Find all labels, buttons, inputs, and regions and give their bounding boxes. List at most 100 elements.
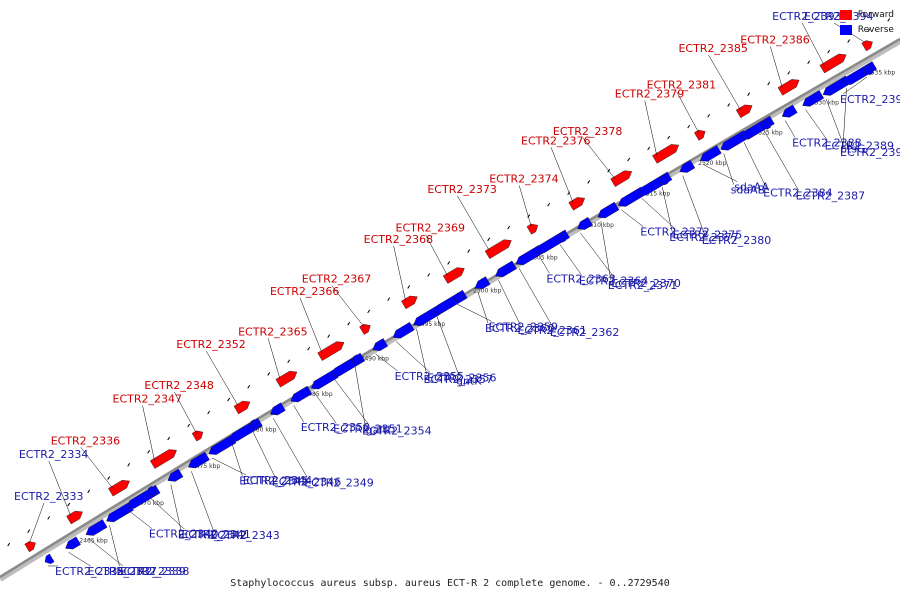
forward-gene-arrow [359, 324, 371, 335]
reverse-gene-label: ECTR2_2362 [550, 326, 620, 339]
forward-gene-label: ECTR2_2334 [19, 448, 89, 461]
leader-line [267, 338, 281, 380]
position-dot [187, 423, 191, 428]
leader-line [211, 457, 246, 476]
position-dot [667, 135, 671, 140]
forward-gene-label: ECTR2_2368 [364, 233, 434, 246]
forward-gene-arrow [568, 197, 586, 211]
leader-line [109, 525, 120, 567]
reverse-gene-label: ECTR2_2361 [517, 324, 587, 337]
leader-line [764, 131, 799, 191]
reverse-gene-label: sdaAB [731, 183, 766, 196]
legend-label-reverse: Reverse [857, 24, 894, 35]
genome-caption: Staphylococcus aureus subsp. aureus ECT-… [230, 578, 670, 589]
reverse-gene-arrow [699, 145, 722, 162]
position-dot [647, 146, 651, 151]
position-dot [527, 214, 531, 218]
forward-gene-arrow [66, 510, 83, 525]
position-dot [787, 71, 791, 75]
forward-gene-label: ECTR2_2369 [396, 222, 466, 235]
leader-line [174, 392, 197, 434]
leader-line [331, 285, 364, 327]
reverse-gene-arrow [679, 159, 696, 173]
leader-line [68, 552, 91, 567]
position-dot [247, 384, 251, 389]
position-dot [27, 529, 31, 533]
forward-gene-label: ECTR2_2367 [302, 273, 372, 286]
leader-line [743, 142, 767, 188]
reverse-gene-label: ECTR2_2356 [427, 371, 497, 384]
reverse-gene-label: ECTR2_2363 [546, 272, 616, 285]
tick-label: 2515 kbp [642, 191, 670, 198]
leader-line [641, 198, 676, 230]
forward-gene-label: ECTR2_2393 [772, 10, 842, 23]
forward-gene-label: ECTR2_2385 [678, 42, 748, 55]
tick-label: 2520 kbp [698, 160, 726, 167]
leader-line [842, 87, 847, 147]
legend-item-forward: Forward [839, 7, 894, 22]
leader-line [770, 46, 783, 88]
forward-gene-arrow [149, 449, 177, 469]
reverse-gene-arrow [188, 451, 210, 469]
forward-gene-arrow [484, 239, 512, 259]
position-dot [207, 410, 211, 415]
leader-line [273, 418, 308, 478]
leader-line [582, 137, 616, 179]
reverse-gene-arrow [372, 338, 389, 351]
leader-line [580, 232, 615, 278]
position-dot [507, 225, 511, 230]
position-dot [487, 237, 491, 242]
tick-label: 2475 kbp [192, 463, 220, 470]
forward-gene-label: ECTR2_2347 [113, 393, 183, 406]
legend-label-forward: Forward [857, 9, 894, 20]
reverse-gene-label: ECTR2_2371 [608, 279, 678, 292]
forward-gene-arrow [861, 40, 873, 52]
position-dot [327, 334, 331, 338]
position-dot [467, 249, 471, 253]
position-dot [627, 157, 631, 162]
leader-line [354, 366, 366, 426]
reverse-gene-label: ECTR2_2341 [181, 528, 251, 541]
position-dot [127, 463, 131, 467]
forward-gene-arrow [819, 53, 847, 74]
position-dot [707, 113, 711, 118]
leader-line [644, 100, 657, 156]
forward-gene-arrow [24, 541, 36, 553]
position-dot [447, 261, 451, 265]
position-dot [107, 476, 111, 480]
position-dot [407, 285, 411, 289]
position-dot [387, 297, 391, 301]
position-dot [427, 273, 431, 277]
leader-line [682, 175, 705, 235]
forward-gene-arrow [610, 170, 633, 187]
reverse-gene-label: ECTR2_2372 [640, 226, 710, 239]
reverse-gene-label: ECTR2_2375 [673, 228, 743, 241]
reverse-gene-arrow [65, 536, 81, 550]
tick-label: 2510 kbp [586, 222, 614, 229]
leader-line [416, 328, 427, 375]
reverse-gene-label: galU [366, 423, 391, 436]
tick-label: 2535 kbp [867, 70, 895, 77]
position-dot [47, 516, 51, 520]
leader-line [425, 234, 448, 276]
leader-line [842, 76, 868, 95]
tick-label: 2495 kbp [417, 321, 445, 328]
leader-line [600, 221, 612, 281]
forward-gene-label: ECTR2_2365 [238, 325, 308, 338]
forward-gene-arrow [694, 129, 706, 141]
forward-gene-arrow [777, 79, 800, 96]
reverse-gene-label: ECTR2_2357 [424, 373, 494, 386]
position-dot [847, 39, 851, 43]
reverse-gene-label: gntK [456, 375, 482, 388]
position-dot [87, 489, 91, 494]
leader-line [252, 431, 275, 477]
reverse-gene-arrow [802, 90, 825, 107]
reverse-gene-label: ECTR2_2346 [272, 475, 342, 488]
reverse-gene-arrow [147, 485, 157, 497]
forward-gene-label: ECTR2_2381 [647, 79, 717, 92]
tick-label: 2505 kbp [529, 254, 557, 261]
leader-line [170, 484, 182, 530]
position-dot [827, 49, 831, 54]
